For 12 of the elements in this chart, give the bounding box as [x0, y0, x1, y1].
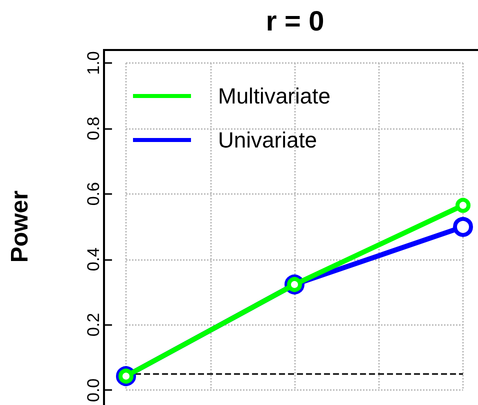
point: [453, 216, 473, 237]
point: [456, 198, 470, 213]
legend-label: Univariate: [218, 128, 318, 152]
y-tick-label: 0.2: [84, 312, 103, 337]
y-tick-label: 0.8: [84, 116, 103, 140]
y-tick-label: 0.0: [84, 378, 103, 402]
y-axis-title: Power: [6, 190, 34, 263]
legend-label: Multivariate: [218, 84, 330, 108]
chart-title: r = 0: [266, 6, 324, 36]
y-tick-label: 1.0: [84, 51, 103, 75]
y-tick-label: 0.6: [84, 182, 103, 206]
y-tick-label: 0.4: [84, 247, 103, 272]
